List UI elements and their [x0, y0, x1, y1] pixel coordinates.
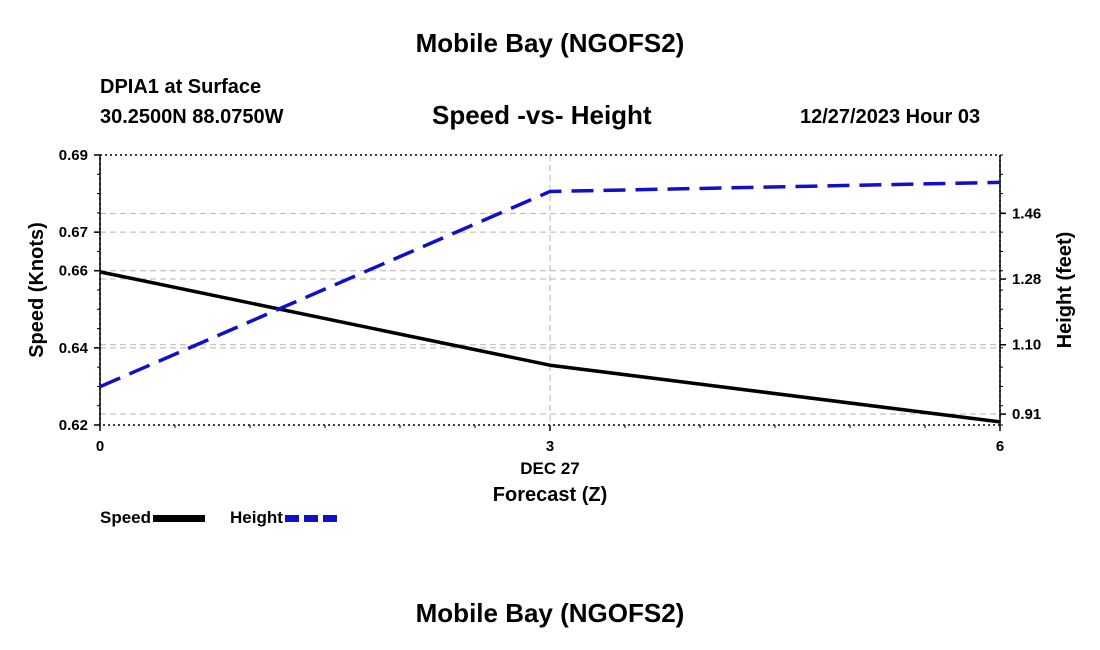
- legend-label-speed: Speed: [100, 508, 152, 527]
- x-tick-label: 0: [96, 438, 104, 455]
- y-left-tick-label: 0.64: [59, 340, 89, 357]
- x-tick-label: 6: [996, 438, 1004, 455]
- grid-layer: [100, 155, 1000, 425]
- legend-item-speed: Speed: [100, 508, 206, 528]
- y-left-tick-label: 0.67: [59, 224, 88, 241]
- tick-layer: 0 3 6 0.62 0.64 0.66 0.67 0.69 0.91 1.10 1.28 1.46: [59, 147, 1041, 455]
- x-tick-label: 3: [546, 438, 554, 455]
- station-label: DPIA1 at Surface: [100, 76, 262, 98]
- y-left-tick-label: 0.66: [59, 263, 88, 280]
- legend-item-height: Height: [230, 508, 337, 528]
- x-axis-date-label: DEC 27: [520, 459, 580, 478]
- y-axis-right-label: Height (feet): [1054, 232, 1076, 349]
- y-left-tick-label: 0.62: [59, 417, 88, 434]
- y-right-tick-label: 1.46: [1012, 205, 1041, 222]
- y-right-tick-label: 0.91: [1012, 406, 1041, 423]
- legend-label-height: Height: [230, 508, 283, 527]
- chart-subtitle: Speed -vs- Height: [432, 100, 652, 130]
- chart-main-title: Mobile Bay (NGOFS2): [415, 28, 685, 58]
- y-right-tick-label: 1.10: [1012, 337, 1041, 354]
- series-layer: [99, 180, 1001, 424]
- y-left-tick-label: 0.69: [59, 147, 88, 164]
- forecast-datetime: 12/27/2023 Hour 03: [800, 106, 981, 128]
- legend-swatch-height: [284, 514, 337, 522]
- y-right-tick-label: 1.28: [1012, 271, 1041, 288]
- y-axis-left-label: Speed (Knots): [26, 222, 48, 358]
- footer-title: Mobile Bay (NGOFS2): [415, 598, 685, 628]
- legend-swatch-speed: [153, 514, 206, 522]
- coordinates-label: 30.2500N 88.0750W: [100, 106, 284, 128]
- x-axis-label: Forecast (Z): [493, 484, 607, 506]
